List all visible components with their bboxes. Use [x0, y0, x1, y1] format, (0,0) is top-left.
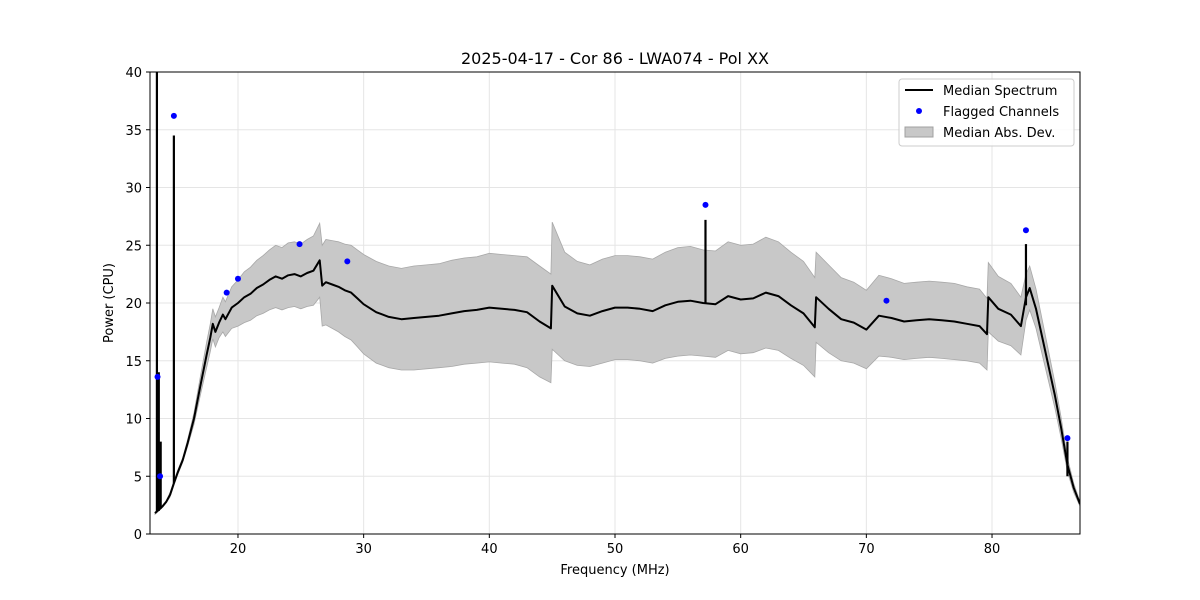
- flagged-channel-point: [702, 201, 709, 208]
- legend-label-median: Median Spectrum: [943, 84, 1057, 99]
- x-tick-label: 40: [481, 542, 498, 557]
- y-tick-label: 25: [125, 239, 142, 254]
- flagged-markers-layer: [154, 112, 1071, 480]
- x-axis-label: Frequency (MHz): [560, 563, 669, 578]
- chart-title: 2025-04-17 - Cor 86 - LWA074 - Pol XX: [461, 49, 769, 68]
- y-tick-label: 35: [125, 124, 142, 139]
- y-tick-label: 5: [134, 470, 142, 485]
- flagged-channel-point: [296, 241, 303, 248]
- flagged-channel-point: [234, 275, 241, 282]
- y-axis-ticks: 0 5 10 15 20 25 30 35 40: [125, 66, 150, 543]
- flagged-channel-point: [344, 258, 351, 265]
- x-tick-label: 30: [355, 542, 372, 557]
- flagged-channel-point: [883, 297, 890, 304]
- x-tick-label: 50: [607, 542, 624, 557]
- flagged-channel-point: [1022, 227, 1029, 234]
- median-spectrum-line: [154, 259, 1080, 514]
- legend-patch-swatch: [904, 126, 934, 138]
- flagged-channel-point: [170, 112, 177, 119]
- x-tick-label: 60: [732, 542, 749, 557]
- y-tick-label: 15: [125, 355, 142, 370]
- legend-label-mad: Median Abs. Dev.: [943, 126, 1055, 141]
- median-line-layer: [154, 259, 1080, 514]
- legend-label-flagged: Flagged Channels: [943, 105, 1059, 120]
- legend-box: [898, 78, 1075, 147]
- spike-layer: [155, 72, 1069, 511]
- flagged-channel-point: [154, 373, 161, 380]
- mad-band-layer: [154, 221, 1080, 516]
- y-tick-label: 0: [134, 528, 142, 543]
- flagged-channel-point: [157, 473, 164, 480]
- legend-marker-swatch: [916, 108, 922, 114]
- flagged-channel-point: [223, 289, 230, 296]
- y-tick-label: 10: [125, 413, 142, 428]
- x-tick-label: 70: [858, 542, 875, 557]
- x-tick-label: 80: [984, 542, 1001, 557]
- flagged-channel-point: [1064, 435, 1071, 442]
- mad-band: [154, 221, 1080, 516]
- y-tick-label: 30: [125, 182, 142, 197]
- x-tick-label: 20: [230, 542, 247, 557]
- legend: Median Spectrum Flagged Channels Median …: [898, 78, 1075, 147]
- y-axis-label: Power (CPU): [102, 263, 117, 343]
- y-tick-label: 40: [125, 66, 142, 81]
- y-tick-label: 20: [125, 297, 142, 312]
- x-axis-ticks: 20 30 40 50 60 70 80: [230, 534, 1001, 557]
